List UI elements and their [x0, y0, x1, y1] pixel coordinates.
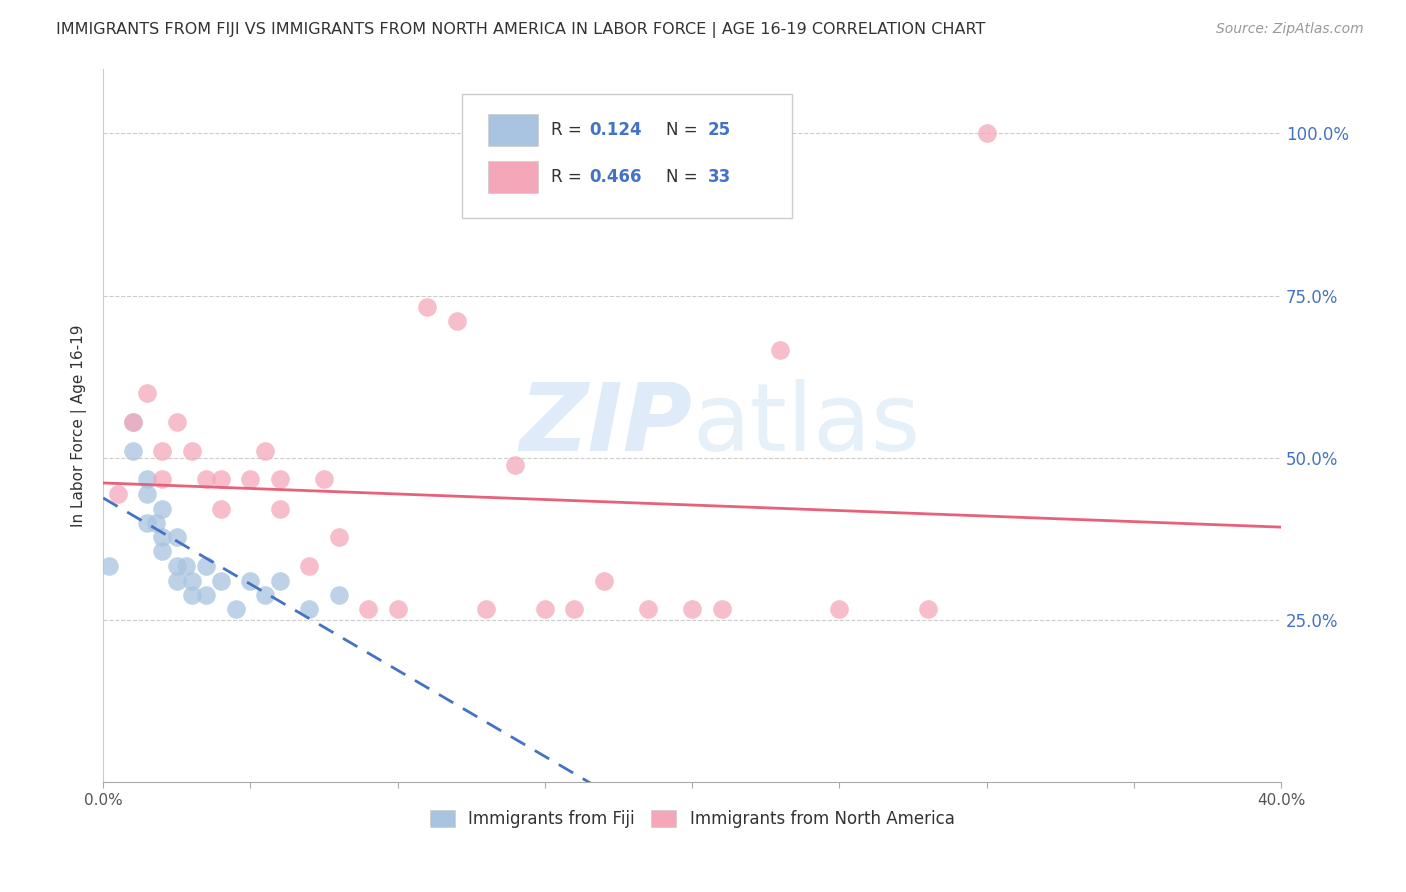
Point: [505, 458, 527, 472]
Point: [312, 472, 335, 486]
Point: [150, 443, 173, 458]
Text: ZIP: ZIP: [519, 379, 692, 472]
Point: [209, 472, 232, 486]
Point: [828, 602, 851, 616]
Text: IMMIGRANTS FROM FIJI VS IMMIGRANTS FROM NORTH AMERICA IN LABOR FORCE | AGE 16-19: IMMIGRANTS FROM FIJI VS IMMIGRANTS FROM …: [56, 22, 986, 38]
Point: [209, 501, 232, 516]
Point: [976, 127, 998, 141]
Point: [357, 602, 380, 616]
Point: [416, 300, 439, 314]
Point: [107, 487, 129, 501]
Point: [195, 559, 218, 574]
Point: [98, 559, 121, 574]
FancyBboxPatch shape: [488, 114, 538, 145]
Text: N =: N =: [666, 168, 703, 186]
Point: [150, 544, 173, 558]
Point: [239, 472, 262, 486]
Point: [475, 602, 498, 616]
Text: R =: R =: [551, 168, 586, 186]
Point: [562, 602, 585, 616]
Point: [180, 588, 202, 602]
Point: [328, 588, 350, 602]
Point: [710, 602, 733, 616]
Point: [166, 415, 188, 429]
Text: 0.466: 0.466: [589, 168, 643, 186]
Text: R =: R =: [551, 121, 586, 139]
Point: [195, 472, 218, 486]
Point: [121, 415, 143, 429]
Text: 0.124: 0.124: [589, 121, 643, 139]
Point: [298, 559, 321, 574]
Text: 33: 33: [707, 168, 731, 186]
Point: [145, 516, 167, 530]
Point: [298, 602, 321, 616]
Text: atlas: atlas: [692, 379, 921, 472]
Point: [150, 472, 173, 486]
Text: 25: 25: [707, 121, 731, 139]
Point: [121, 415, 143, 429]
Point: [681, 602, 703, 616]
Point: [195, 588, 218, 602]
Point: [166, 574, 188, 588]
Point: [269, 574, 291, 588]
Point: [136, 472, 159, 486]
FancyBboxPatch shape: [488, 161, 538, 193]
Point: [225, 602, 247, 616]
Point: [254, 443, 277, 458]
Point: [769, 343, 792, 357]
Point: [254, 588, 277, 602]
Point: [534, 602, 557, 616]
Point: [239, 574, 262, 588]
Point: [387, 602, 409, 616]
Point: [592, 574, 614, 588]
Point: [637, 602, 659, 616]
Point: [150, 501, 173, 516]
Point: [269, 472, 291, 486]
Point: [136, 516, 159, 530]
Point: [136, 487, 159, 501]
Point: [166, 530, 188, 544]
Text: N =: N =: [666, 121, 703, 139]
Point: [166, 559, 188, 574]
Point: [150, 530, 173, 544]
Point: [917, 602, 939, 616]
Point: [328, 530, 350, 544]
Point: [446, 314, 468, 328]
Point: [269, 501, 291, 516]
Legend: Immigrants from Fiji, Immigrants from North America: Immigrants from Fiji, Immigrants from No…: [423, 803, 962, 835]
Point: [174, 559, 197, 574]
Point: [180, 443, 202, 458]
Point: [180, 574, 202, 588]
Point: [209, 574, 232, 588]
Point: [121, 443, 143, 458]
FancyBboxPatch shape: [463, 94, 792, 219]
Text: Source: ZipAtlas.com: Source: ZipAtlas.com: [1216, 22, 1364, 37]
Y-axis label: In Labor Force | Age 16-19: In Labor Force | Age 16-19: [72, 324, 87, 526]
Point: [136, 386, 159, 401]
